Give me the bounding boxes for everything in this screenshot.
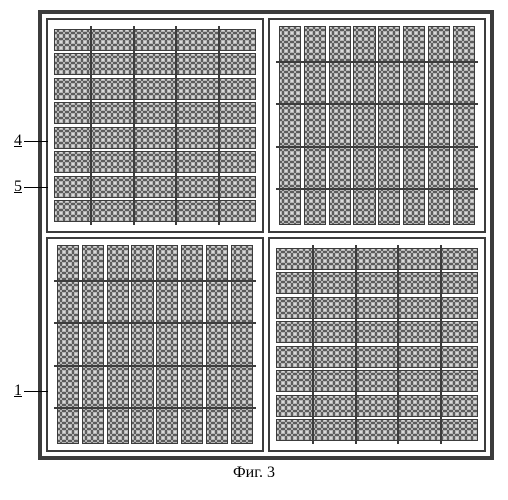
hatched-strip bbox=[231, 245, 253, 443]
callout-4: 4 bbox=[14, 132, 48, 150]
hatched-strip bbox=[276, 419, 477, 441]
strip-container bbox=[276, 26, 477, 224]
hatched-strip bbox=[403, 26, 425, 224]
figure-caption: Фиг. 3 bbox=[10, 464, 498, 482]
hatched-strip bbox=[276, 346, 477, 368]
callout-leader-line bbox=[24, 391, 48, 392]
hatched-strip bbox=[131, 245, 153, 443]
hatched-strip bbox=[304, 26, 326, 224]
callout-label: 4 bbox=[14, 132, 22, 150]
hatched-strip bbox=[54, 200, 255, 222]
hatched-strip bbox=[276, 370, 477, 392]
callout-leader-line bbox=[24, 187, 48, 188]
hatched-strip bbox=[107, 245, 129, 443]
hatched-strip bbox=[54, 29, 255, 51]
strip-container bbox=[54, 26, 255, 224]
quadrant-grid bbox=[42, 14, 490, 456]
hatched-strip bbox=[428, 26, 450, 224]
hatched-strip bbox=[57, 245, 79, 443]
hatched-strip bbox=[82, 245, 104, 443]
hatched-strip bbox=[156, 245, 178, 443]
hatched-strip bbox=[54, 78, 255, 100]
quadrant-3 bbox=[268, 237, 486, 452]
strip-container bbox=[54, 245, 255, 443]
hatched-strip bbox=[276, 395, 477, 417]
panel-outer-frame bbox=[38, 10, 494, 460]
hatched-strip bbox=[54, 102, 255, 124]
hatched-strip bbox=[279, 26, 301, 224]
hatched-strip bbox=[276, 321, 477, 343]
quadrant-1 bbox=[268, 18, 486, 233]
strip-container bbox=[276, 245, 477, 443]
callout-1: 1 bbox=[14, 382, 48, 400]
hatched-strip bbox=[329, 26, 351, 224]
hatched-strip bbox=[276, 272, 477, 294]
callout-label: 1 bbox=[14, 382, 22, 400]
hatched-strip bbox=[353, 26, 375, 224]
quadrant-2 bbox=[46, 237, 264, 452]
hatched-strip bbox=[54, 151, 255, 173]
hatched-strip bbox=[181, 245, 203, 443]
callout-label: 5 bbox=[14, 178, 22, 196]
hatched-strip bbox=[54, 53, 255, 75]
hatched-strip bbox=[453, 26, 475, 224]
hatched-strip bbox=[206, 245, 228, 443]
hatched-strip bbox=[54, 176, 255, 198]
hatched-strip bbox=[378, 26, 400, 224]
figure-wrapper: 4 5 1 Фиг. 3 bbox=[10, 10, 498, 482]
callout-5: 5 bbox=[14, 178, 48, 196]
hatched-strip bbox=[54, 127, 255, 149]
quadrant-0 bbox=[46, 18, 264, 233]
hatched-strip bbox=[276, 297, 477, 319]
callout-leader-line bbox=[24, 141, 48, 142]
hatched-strip bbox=[276, 248, 477, 270]
